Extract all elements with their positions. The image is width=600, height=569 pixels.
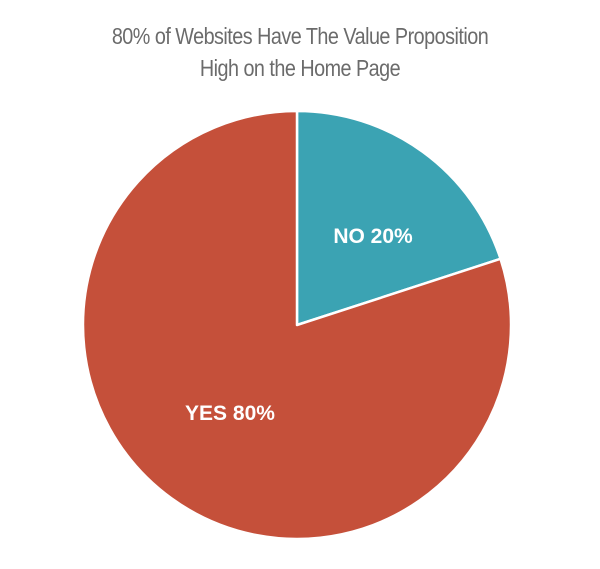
pie-label-no: NO 20%: [333, 225, 413, 248]
pie-labels: NO 20% YES 80%: [185, 225, 413, 425]
pie-slice-no: [295, 109, 502, 327]
pie-slices: [81, 109, 513, 541]
chart-title-line-1: 80% of Websites Have The Value Propositi…: [111, 23, 489, 49]
chart-title: 80% of Websites Have The Value Propositi…: [42, 20, 558, 84]
chart-title-line-2: High on the Home Page: [199, 55, 401, 81]
pie-label-yes: YES 80%: [185, 402, 275, 425]
pie-slice-yes: [81, 109, 513, 541]
